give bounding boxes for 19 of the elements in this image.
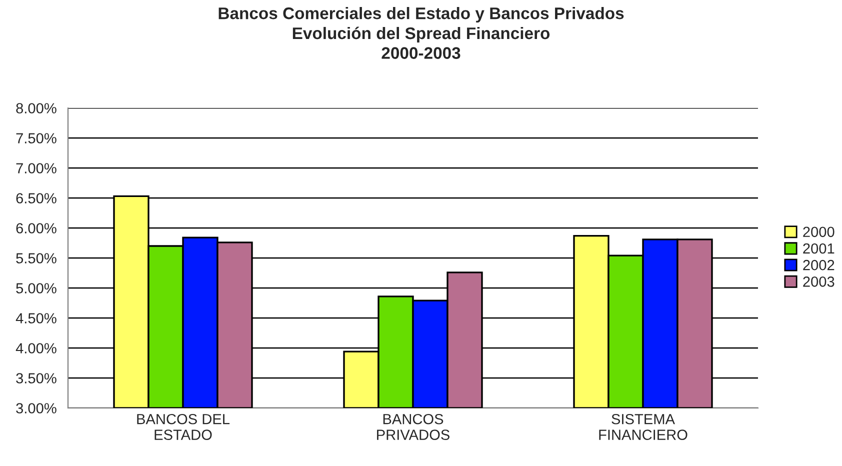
legend-label: 2000 [803, 226, 834, 238]
y-tick-label: 8.00% [16, 103, 56, 114]
chart-title: Bancos Comerciales del Estado y Bancos Privados Evolución del Spread Financiero 2000-2003 [218, 6, 624, 59]
y-tick-label: 3.50% [16, 373, 56, 384]
y-tick-label: 6.50% [16, 193, 56, 204]
y-tick-label: 7.00% [16, 163, 56, 174]
y-tick-label: 7.50% [16, 133, 56, 144]
y-tick-label: 6.00% [16, 223, 56, 234]
legend-label: 2003 [803, 276, 834, 287]
legend-label: 2002 [803, 260, 834, 270]
legend-label: 2001 [803, 243, 834, 254]
y-tick-label: 4.00% [16, 343, 56, 354]
x-tick-label: BANCOS DEL ESTADO [137, 414, 230, 440]
y-tick-label: 3.00% [16, 403, 56, 414]
y-tick-label: 4.50% [16, 313, 56, 324]
x-tick-label: SISTEMA FINANCIERO [599, 414, 688, 440]
y-tick-label: 5.00% [16, 283, 56, 294]
y-tick-label: 5.50% [16, 253, 56, 264]
x-tick-label: BANCOS PRIVADOS [377, 414, 450, 440]
